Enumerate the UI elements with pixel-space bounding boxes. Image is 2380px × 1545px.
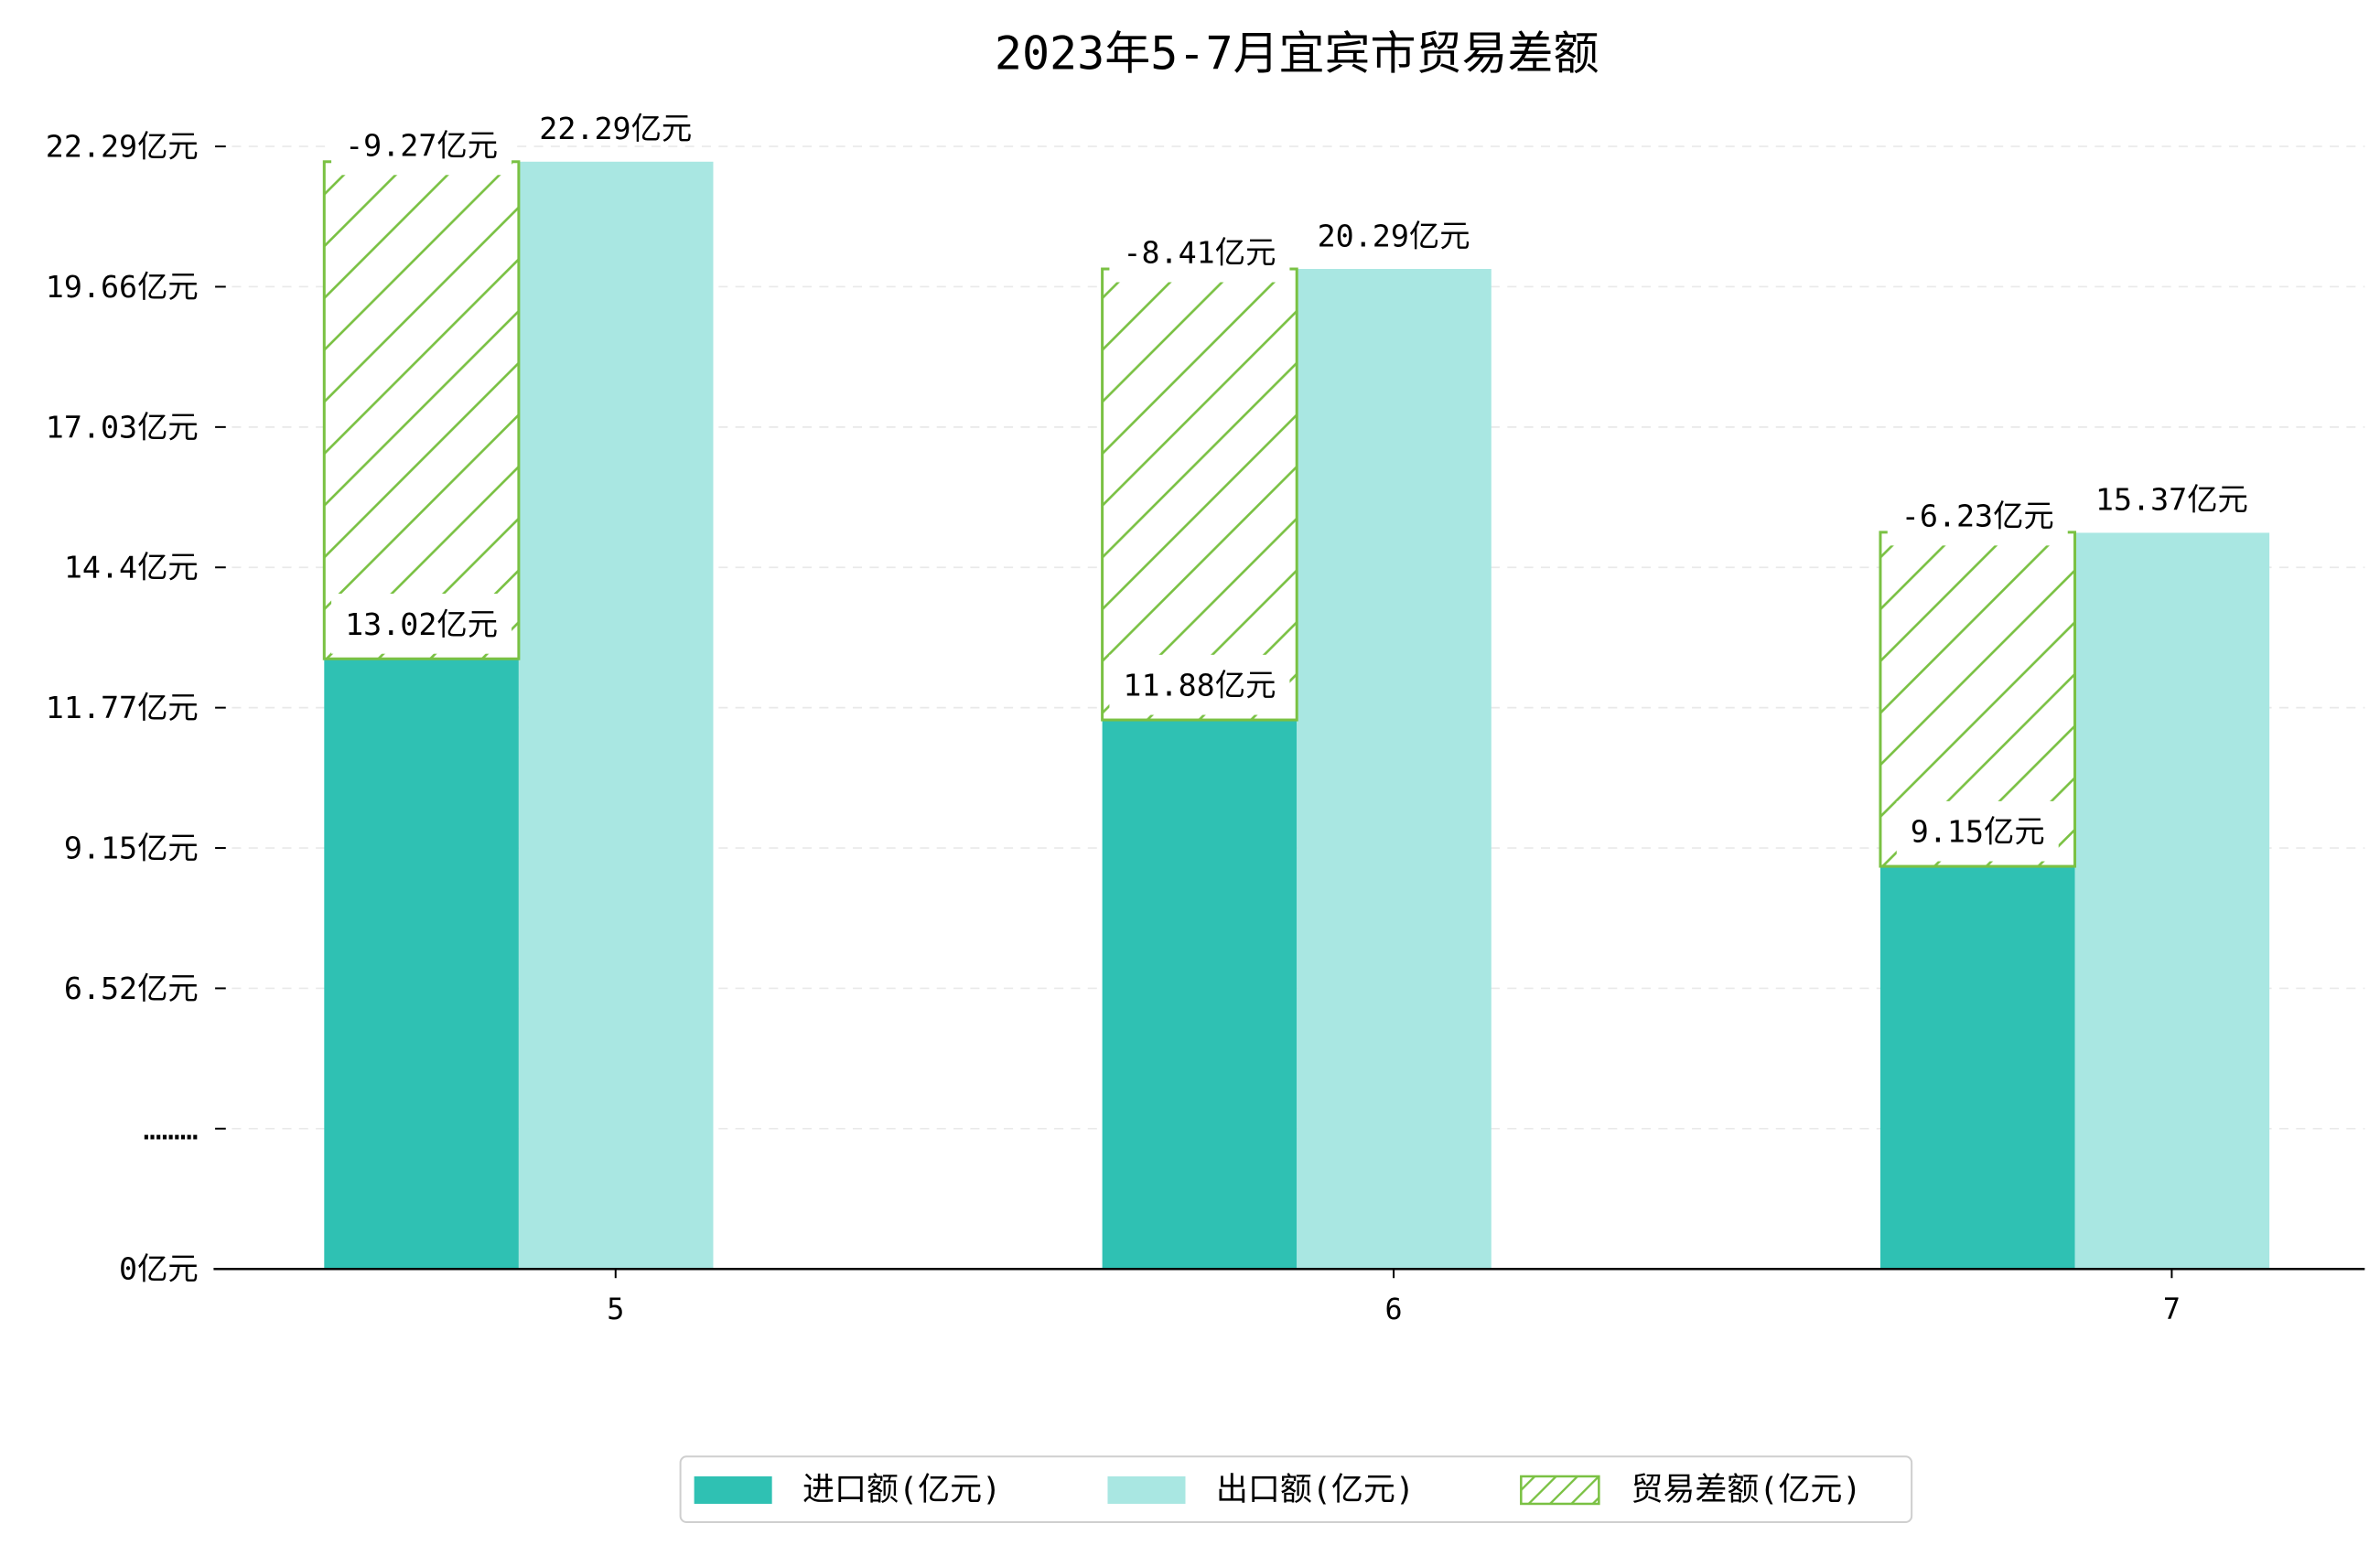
x-tick-label: 6: [1385, 1293, 1403, 1326]
data-label-value: 20.29: [1318, 218, 1409, 253]
label-background: [1896, 800, 2059, 862]
data-label-unit: 亿元: [1409, 218, 1470, 253]
y-tick-label: 14.4亿元: [64, 550, 199, 585]
export-value-label: 20.29亿元: [1318, 218, 1470, 253]
data-label-value: 15.37: [2095, 481, 2187, 517]
data-label-unit: 亿元: [436, 127, 498, 163]
trade-balance-value-label-text: -6.23亿元: [1901, 498, 2054, 533]
import-bar: [1102, 720, 1298, 1270]
data-label-value: 22.29: [539, 111, 630, 146]
data-label-unit: 亿元: [1215, 234, 1276, 270]
y-tick-label: 11.77亿元: [46, 690, 199, 725]
export-value-label-text: 20.29亿元: [1318, 218, 1470, 253]
trade-balance-value-label: -8.41亿元: [1109, 221, 1290, 283]
import-bar: [1879, 866, 2075, 1270]
trade-balance-bar: [1101, 267, 1298, 722]
legend-frame: [679, 1455, 1913, 1523]
data-label-value: -8.41: [1123, 234, 1214, 270]
data-label-unit: 亿元: [631, 111, 693, 146]
x-tick-label: 5: [607, 1293, 624, 1326]
y-tick-label: 9.15亿元: [64, 831, 199, 866]
y-tick-label: 0亿元: [119, 1251, 199, 1287]
label-background: [1109, 221, 1290, 283]
trade-balance-value-label-text: -9.27亿元: [345, 127, 498, 163]
export-value-label-text: 22.29亿元: [539, 111, 692, 146]
export-bar: [1297, 269, 1492, 1270]
data-label-value: -9.27: [345, 127, 436, 163]
y-tick-label: 22.29亿元: [46, 129, 199, 165]
legend-swatch-import: [694, 1475, 772, 1504]
data-label-unit: 亿元: [1993, 498, 2054, 533]
legend-swatch-export: [1107, 1475, 1186, 1504]
data-label-unit: 亿元: [1984, 813, 2045, 849]
data-label-value: 13.02: [345, 606, 436, 641]
legend-label-import: 进口额(亿元): [802, 1472, 1001, 1508]
trade-balance-value-label-text: -8.41亿元: [1123, 234, 1276, 270]
label-background: [331, 114, 512, 176]
label-background: [1109, 654, 1290, 715]
trade-balance-value-label: -9.27亿元: [331, 114, 512, 176]
legend: 进口额(亿元) 出口额(亿元) 贸易差额(亿元): [679, 1455, 1913, 1523]
data-label-unit: 亿元: [1215, 667, 1276, 703]
import-value-label: 11.88亿元: [1109, 654, 1290, 715]
legend-swatch-trade-balance: [1520, 1475, 1600, 1506]
y-tick-label: 6.52亿元: [64, 971, 199, 1006]
axis-ticks: 22.29亿元19.66亿元17.03亿元14.4亿元11.77亿元9.15亿元…: [46, 129, 2181, 1327]
chart-title: 2023年5-7月宜宾市贸易差额: [995, 27, 1599, 80]
label-background: [1887, 485, 2068, 546]
y-tick-label: 19.66亿元: [46, 269, 199, 305]
legend-label-export: 出口额(亿元): [1216, 1472, 1415, 1508]
data-label-value: 9.15: [1911, 813, 1984, 849]
data-label-unit: 亿元: [436, 606, 498, 641]
legend-label-trade-balance: 贸易差额(亿元): [1631, 1472, 1861, 1508]
import-value-label: 13.02亿元: [331, 594, 512, 654]
data-label-value: 11.88: [1123, 667, 1214, 703]
import-value-label-text: 13.02亿元: [345, 606, 498, 641]
import-bar: [324, 659, 519, 1270]
export-value-label: 22.29亿元: [539, 111, 692, 146]
export-value-label-text: 15.37亿元: [2095, 481, 2248, 517]
y-tick-label: ………: [144, 1110, 199, 1146]
data-label-value: -6.23: [1901, 498, 1993, 533]
export-bar: [518, 161, 714, 1270]
data-label-unit: 亿元: [2187, 481, 2248, 517]
y-tick-label: 17.03亿元: [46, 409, 199, 445]
export-bar: [2074, 532, 2270, 1270]
trade-balance-bar: [322, 160, 521, 660]
import-value-label: 9.15亿元: [1896, 800, 2059, 862]
label-background: [331, 594, 512, 654]
data-labels: 22.29亿元-9.27亿元13.02亿元20.29亿元-8.41亿元11.88…: [331, 111, 2248, 862]
import-value-label-text: 9.15亿元: [1911, 813, 2045, 849]
export-value-label: 15.37亿元: [2095, 481, 2248, 517]
trade-balance-value-label: -6.23亿元: [1887, 485, 2068, 546]
x-tick-label: 7: [2163, 1293, 2181, 1326]
import-value-label-text: 11.88亿元: [1123, 667, 1276, 703]
